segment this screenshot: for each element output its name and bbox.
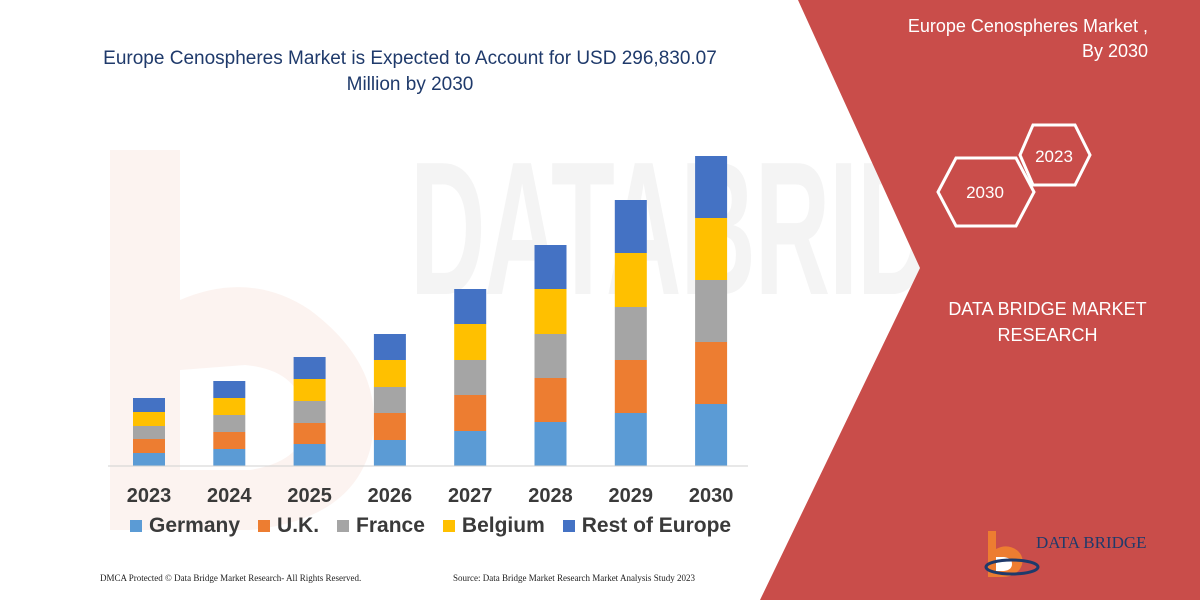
bar-2025-belgium: [293, 379, 326, 401]
bar-2023-u-k-: [133, 439, 165, 453]
bar-2023-belgium: [133, 412, 165, 426]
bar-2027-belgium: [454, 324, 487, 360]
bar-2025-u-k-: [293, 423, 326, 444]
bar-2026-belgium: [373, 360, 406, 387]
bar-2030-germany: [695, 404, 728, 466]
bar-2028-u-k-: [534, 378, 567, 422]
legend-swatch: [562, 520, 575, 532]
brand-logo-icon: [984, 531, 1040, 577]
bar-2024-u-k-: [213, 432, 246, 449]
bar-2023-france: [133, 426, 165, 439]
x-tick-labels: 2023 2024 2025 2026 2027 2028 2029 2030: [127, 485, 734, 507]
bar-2024-rest-of-europe: [213, 381, 246, 398]
panel-title: Europe Cenospheres Market , By 2030: [850, 14, 1148, 64]
bar-2030-rest-of-europe: [695, 156, 728, 218]
bar-2029-rest-of-europe: [614, 200, 647, 253]
bar-2030-belgium: [695, 218, 728, 280]
legend-label: Belgium: [461, 514, 545, 537]
legend-swatch: [337, 520, 350, 532]
bar-2024-germany: [213, 449, 246, 466]
legend-swatch: [258, 520, 271, 532]
bar-2023-germany: [133, 453, 165, 466]
brand-name: DATA BRIDGE: [1036, 533, 1147, 552]
bar-2027-rest-of-europe: [454, 289, 487, 324]
bar-2030-u-k-: [695, 342, 728, 404]
legend-label: Germany: [149, 514, 241, 537]
legend-item-rest-of-europe: Rest of Europe: [562, 514, 732, 538]
x-tick-2027: 2027: [448, 485, 493, 507]
bar-2025-france: [293, 401, 326, 423]
bar-2026-rest-of-europe: [373, 334, 406, 360]
bar-2024-france: [213, 415, 246, 432]
bar-2028-germany: [534, 422, 567, 466]
bar-2025-germany: [293, 444, 326, 466]
footer-copyright: DMCA Protected © Data Bridge Market Rese…: [100, 573, 362, 583]
legend-item-belgium: Belgium: [442, 514, 545, 538]
hexagon-back: [1018, 123, 1092, 187]
x-tick-2029: 2029: [609, 485, 654, 507]
legend-label: France: [356, 514, 425, 537]
company-name: DATA BRIDGE MARKET RESEARCH: [948, 299, 1147, 345]
hexagon-front-label: 2030: [966, 183, 1004, 202]
hexagon-front: [936, 156, 1036, 228]
bar-2028-france: [534, 334, 567, 378]
bar-2027-germany: [454, 431, 487, 466]
bars-layer: [133, 156, 728, 466]
bar-2027-u-k-: [454, 395, 487, 431]
x-tick-2024: 2024: [207, 485, 252, 507]
legend-item-france: France: [337, 514, 425, 538]
bar-2024-belgium: [213, 398, 246, 415]
x-tick-2026: 2026: [368, 485, 413, 507]
bar-2026-germany: [373, 440, 406, 466]
panel-title-line-1: Europe Cenospheres Market ,: [907, 16, 1148, 36]
panel-title-line-2: By 2030: [1081, 41, 1148, 61]
legend-label: Rest of Europe: [581, 514, 732, 537]
legend-label: U.K.: [277, 514, 320, 537]
legend-item-germany: Germany: [130, 514, 240, 538]
bar-2028-belgium: [534, 289, 567, 334]
bar-2029-belgium: [614, 253, 647, 307]
bar-2026-u-k-: [373, 413, 406, 440]
bar-2023-rest-of-europe: [133, 398, 165, 412]
x-tick-2028: 2028: [528, 485, 573, 507]
legend-swatch: [442, 520, 455, 532]
x-tick-2030: 2030: [689, 485, 734, 507]
bar-2025-rest-of-europe: [293, 357, 326, 379]
bar-2030-france: [695, 280, 728, 342]
chart-legend: Germany U.K. France Belgium Rest of Europe: [130, 514, 749, 538]
hexagon-back-label: 2023: [1035, 147, 1073, 166]
x-tick-2023: 2023: [127, 485, 172, 507]
bar-2029-france: [614, 307, 647, 360]
year-hexagons: 2023 2030: [936, 123, 1092, 228]
bar-2029-u-k-: [614, 360, 647, 413]
bar-2028-rest-of-europe: [534, 245, 567, 289]
bar-2029-germany: [614, 413, 647, 466]
bar-2027-france: [454, 360, 487, 395]
x-tick-2025: 2025: [287, 485, 332, 507]
footer-source: Source: Data Bridge Market Research Mark…: [453, 573, 695, 583]
chart-title: Europe Cenospheres Market is Expected to…: [103, 48, 717, 95]
legend-item-u-k-: U.K.: [258, 514, 319, 538]
legend-swatch: [130, 520, 142, 532]
bar-2026-france: [373, 387, 406, 413]
